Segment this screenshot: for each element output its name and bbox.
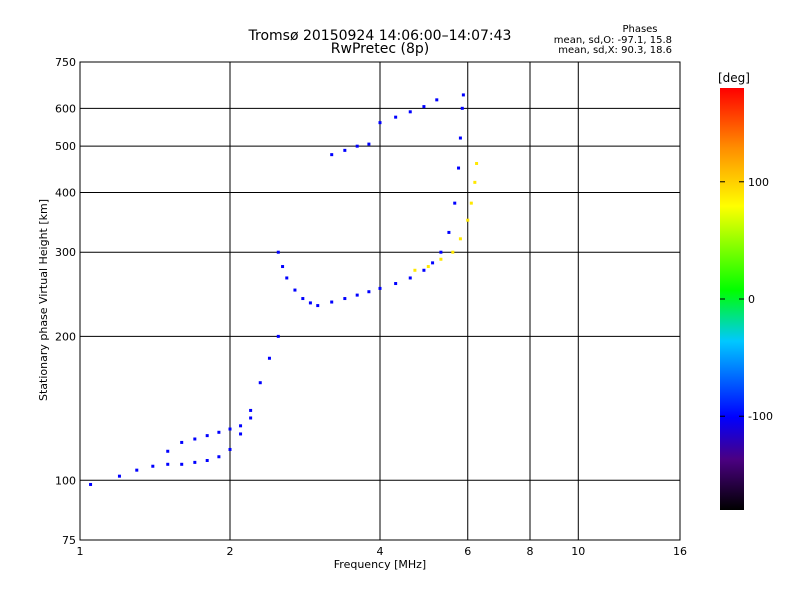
echo-point <box>166 449 170 453</box>
echo-point <box>217 455 221 459</box>
echo-point <box>180 440 184 444</box>
echo-point <box>475 161 479 165</box>
echo-point <box>408 110 412 114</box>
phases-line-o: mean, sd,O: -97.1, 15.8 <box>554 35 672 46</box>
echo-point <box>330 300 334 304</box>
echo-point <box>394 282 398 286</box>
colorbar-tick-label: 0 <box>748 293 755 306</box>
echo-point <box>367 142 371 146</box>
echo-point <box>469 201 473 205</box>
echo-point <box>457 166 461 170</box>
echo-point <box>180 462 184 466</box>
echo-point <box>258 381 262 385</box>
echo-point <box>239 432 243 436</box>
echo-point <box>89 482 93 486</box>
y-tick-label: 600 <box>55 102 76 115</box>
chart-subtitle: RwPretec (8p) <box>331 41 429 57</box>
x-tick-label: 16 <box>673 545 687 558</box>
echo-point <box>367 290 371 294</box>
echo-point <box>117 474 121 478</box>
echo-point <box>267 356 271 360</box>
echo-point <box>135 468 139 472</box>
phases-line-x: mean, sd,X: 90.3, 18.6 <box>558 45 672 56</box>
echo-point <box>316 304 320 308</box>
echo-point <box>451 250 455 254</box>
echo-point <box>205 458 209 462</box>
y-tick-label: 750 <box>55 56 76 69</box>
y-tick-label: 500 <box>55 140 76 153</box>
echo-point <box>343 297 347 301</box>
echo-point <box>458 237 462 241</box>
echo-point <box>239 424 243 428</box>
echo-point <box>394 115 398 119</box>
echo-point <box>166 462 170 466</box>
echo-point <box>458 136 462 140</box>
x-tick-label: 4 <box>377 545 384 558</box>
echo-point <box>431 261 435 265</box>
colorbar-ticks: 100 0 -100 <box>720 176 773 423</box>
echo-point <box>249 408 253 412</box>
chart-title: Tromsø 20150924 14:06:00–14:07:43 <box>248 28 512 44</box>
echo-point <box>281 265 285 269</box>
x-tick-label: 1 <box>77 545 84 558</box>
colorbar-label: [deg] <box>718 71 750 85</box>
echo-point <box>343 148 347 152</box>
echo-point <box>408 276 412 280</box>
echo-point <box>378 121 382 125</box>
echo-point <box>439 250 443 254</box>
y-tick-label: 400 <box>55 186 76 199</box>
echo-point <box>276 334 280 338</box>
plot-area: 1 2 4 6 8 10 16 75 100 200 300 400 500 600 750 <box>55 56 687 558</box>
echo-point <box>293 288 297 292</box>
echo-point <box>330 153 334 157</box>
x-axis-label: Frequency [MHz] <box>334 558 426 571</box>
echo-point <box>285 276 289 280</box>
echo-point <box>308 301 312 305</box>
echo-point <box>413 268 417 272</box>
echo-point <box>355 144 359 148</box>
echo-point <box>228 447 232 451</box>
colorbar-tick-label: -100 <box>748 410 773 423</box>
echo-point <box>453 201 457 205</box>
echo-point <box>193 460 197 464</box>
echo-point <box>151 464 155 468</box>
echo-point <box>435 98 439 102</box>
echo-point <box>422 268 426 272</box>
echo-point <box>460 106 464 110</box>
colorbar-tick-label: 100 <box>748 176 769 189</box>
y-tick-label: 100 <box>55 474 76 487</box>
echo-point <box>193 437 197 441</box>
echo-point <box>249 416 253 420</box>
echo-point <box>426 265 430 269</box>
echo-point <box>466 218 470 222</box>
echo-point <box>276 250 280 254</box>
y-tick-label: 75 <box>62 534 76 547</box>
echo-point <box>301 297 305 301</box>
x-tick-label: 10 <box>571 545 585 558</box>
echo-point <box>355 293 359 297</box>
echo-point <box>439 257 443 261</box>
y-tick-label: 200 <box>55 330 76 343</box>
phases-title: Phases <box>622 24 657 35</box>
echo-point <box>217 430 221 434</box>
y-tick-label: 300 <box>55 246 76 259</box>
x-tick-label: 6 <box>464 545 471 558</box>
echo-point <box>228 427 232 431</box>
x-tick-label: 8 <box>527 545 534 558</box>
echo-point <box>461 93 465 97</box>
x-tick-label: 2 <box>227 545 234 558</box>
echo-point <box>378 286 382 290</box>
echo-point <box>473 180 477 184</box>
echo-point <box>205 434 209 438</box>
echo-point <box>422 105 426 109</box>
echo-point <box>447 230 451 234</box>
y-axis-label: Stationary phase Virtual Height [km] <box>37 199 50 401</box>
